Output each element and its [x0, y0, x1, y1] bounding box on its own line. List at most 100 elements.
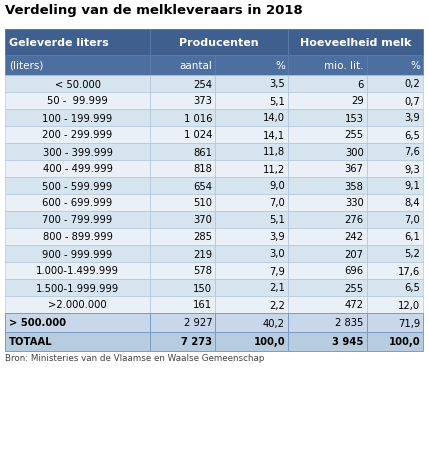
- Text: 7,6: 7,6: [404, 147, 420, 157]
- Bar: [288, 245, 366, 262]
- Bar: [5, 76, 150, 93]
- Text: 14,1: 14,1: [263, 130, 285, 140]
- Bar: [150, 245, 215, 262]
- Text: 358: 358: [345, 181, 363, 191]
- Bar: [288, 229, 366, 245]
- Text: 6,1: 6,1: [404, 232, 420, 242]
- Bar: [366, 279, 423, 296]
- Bar: [288, 313, 366, 332]
- Text: 5,2: 5,2: [404, 249, 420, 259]
- Bar: [366, 212, 423, 229]
- Text: 7,0: 7,0: [404, 215, 420, 225]
- Bar: [215, 279, 288, 296]
- Text: 370: 370: [193, 215, 212, 225]
- Bar: [288, 76, 366, 93]
- Bar: [5, 144, 150, 161]
- Text: 14,0: 14,0: [263, 113, 285, 123]
- Text: Geleverde liters: Geleverde liters: [9, 38, 109, 48]
- Text: 7,9: 7,9: [269, 266, 285, 276]
- Bar: [366, 161, 423, 178]
- Bar: [288, 178, 366, 194]
- Bar: [288, 144, 366, 161]
- Text: 1 016: 1 016: [184, 113, 212, 123]
- Bar: [5, 245, 150, 262]
- Text: 1 024: 1 024: [184, 130, 212, 140]
- Bar: [150, 56, 215, 76]
- Text: 0,2: 0,2: [404, 79, 420, 89]
- Text: %: %: [410, 61, 420, 71]
- Bar: [5, 161, 150, 178]
- Bar: [5, 110, 150, 127]
- Bar: [150, 229, 215, 245]
- Text: 11,2: 11,2: [263, 164, 285, 174]
- Text: 6: 6: [357, 79, 363, 89]
- Text: 100,0: 100,0: [253, 337, 285, 347]
- Bar: [215, 110, 288, 127]
- Text: 472: 472: [345, 300, 363, 310]
- Text: 7,0: 7,0: [269, 198, 285, 208]
- Text: 29: 29: [351, 96, 363, 106]
- Text: 0,7: 0,7: [404, 96, 420, 106]
- Text: 3,0: 3,0: [269, 249, 285, 259]
- Bar: [215, 245, 288, 262]
- Bar: [366, 332, 423, 351]
- Text: >2.000.000: >2.000.000: [48, 300, 107, 310]
- Text: 40,2: 40,2: [263, 318, 285, 328]
- Bar: [5, 332, 150, 351]
- Bar: [150, 30, 288, 56]
- Bar: [288, 279, 366, 296]
- Text: 696: 696: [345, 266, 363, 276]
- Bar: [288, 127, 366, 144]
- Text: 8,4: 8,4: [404, 198, 420, 208]
- Text: 71,9: 71,9: [398, 318, 420, 328]
- Text: 700 - 799.999: 700 - 799.999: [42, 215, 113, 225]
- Text: 285: 285: [193, 232, 212, 242]
- Bar: [215, 144, 288, 161]
- Text: 1.000-1.499.999: 1.000-1.499.999: [36, 266, 119, 276]
- Text: 276: 276: [345, 215, 363, 225]
- Text: 300: 300: [345, 147, 363, 157]
- Text: 300 - 399.999: 300 - 399.999: [42, 147, 113, 157]
- Text: 9,0: 9,0: [269, 181, 285, 191]
- Bar: [5, 30, 150, 56]
- Bar: [5, 296, 150, 313]
- Bar: [215, 229, 288, 245]
- Text: TOTAAL: TOTAAL: [9, 337, 53, 347]
- Bar: [150, 296, 215, 313]
- Bar: [288, 212, 366, 229]
- Bar: [150, 279, 215, 296]
- Text: 219: 219: [193, 249, 212, 259]
- Text: 330: 330: [345, 198, 363, 208]
- Text: 9,1: 9,1: [404, 181, 420, 191]
- Bar: [5, 93, 150, 110]
- Bar: [215, 194, 288, 212]
- Text: mio. lit.: mio. lit.: [324, 61, 363, 71]
- Text: < 50.000: < 50.000: [54, 79, 101, 89]
- Text: 400 - 499.999: 400 - 499.999: [42, 164, 113, 174]
- Text: 12,0: 12,0: [398, 300, 420, 310]
- Bar: [215, 313, 288, 332]
- Bar: [288, 332, 366, 351]
- Bar: [366, 245, 423, 262]
- Bar: [150, 76, 215, 93]
- Bar: [150, 313, 215, 332]
- Text: aantal: aantal: [179, 61, 212, 71]
- Bar: [366, 76, 423, 93]
- Text: 242: 242: [345, 232, 363, 242]
- Text: Producenten: Producenten: [179, 38, 259, 48]
- Bar: [150, 144, 215, 161]
- Text: 5,1: 5,1: [269, 215, 285, 225]
- Bar: [215, 127, 288, 144]
- Bar: [288, 262, 366, 279]
- Bar: [150, 212, 215, 229]
- Text: 100 - 199.999: 100 - 199.999: [42, 113, 113, 123]
- Text: 2 927: 2 927: [184, 318, 212, 328]
- Bar: [5, 194, 150, 212]
- Bar: [288, 30, 423, 56]
- Text: (liters): (liters): [9, 61, 43, 71]
- Text: 3,9: 3,9: [269, 232, 285, 242]
- Text: 654: 654: [193, 181, 212, 191]
- Bar: [366, 313, 423, 332]
- Text: 6,5: 6,5: [404, 283, 420, 293]
- Text: 861: 861: [193, 147, 212, 157]
